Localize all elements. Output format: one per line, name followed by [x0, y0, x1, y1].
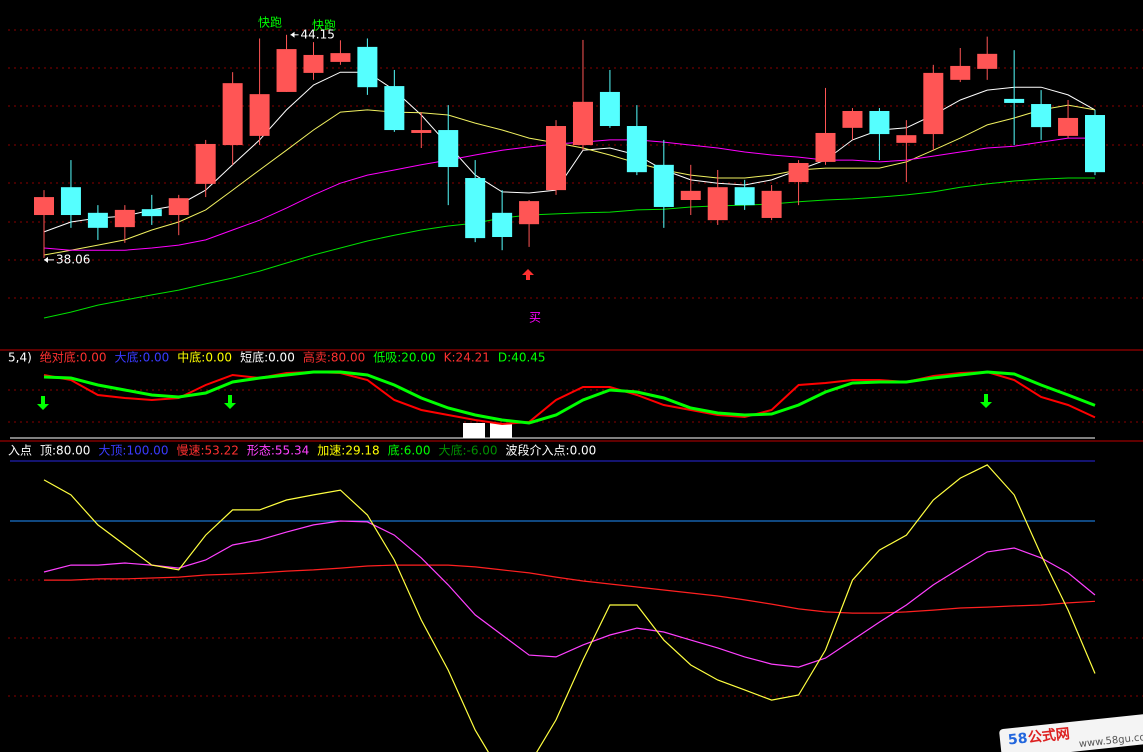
- candle-body: [680, 190, 701, 201]
- sell-arrow: [224, 395, 236, 409]
- watermark-brand: 公式网: [1027, 725, 1071, 746]
- candle-body: [788, 163, 809, 183]
- candle-body: [465, 178, 486, 239]
- watermark-number: 58: [1007, 730, 1028, 748]
- legend-entry: 慢速:53.22: [176, 444, 238, 458]
- indicator-line: [43, 370, 1096, 425]
- candle-body: [492, 212, 513, 238]
- grid: [0, 29, 1143, 697]
- indicator-line: [43, 104, 1096, 256]
- candle-body: [1004, 98, 1025, 103]
- legend-entry: 5,4): [8, 351, 32, 365]
- indicator-line: [43, 370, 1096, 426]
- legend-entry: 入点: [8, 444, 32, 458]
- sell-arrow: [37, 396, 49, 410]
- candle-body: [34, 197, 54, 216]
- candle-body: [411, 130, 432, 133]
- legend-entry: 低吸:20.00: [373, 351, 435, 365]
- candle-body: [195, 143, 216, 184]
- candle-body: [707, 187, 728, 221]
- candle-body: [626, 126, 647, 173]
- candle-body: [572, 101, 593, 146]
- legend-entry: 大底:-6.00: [438, 443, 497, 458]
- legend-entry: 形态:55.34: [247, 444, 309, 458]
- candle-body: [896, 135, 917, 143]
- candle-body: [330, 53, 351, 62]
- sell-arrow: [980, 394, 992, 408]
- watermark-bg: [999, 714, 1143, 752]
- candle-body: [276, 49, 297, 92]
- legend-entry: 中底:0.00: [177, 350, 232, 365]
- min-label: 38.06: [56, 252, 90, 266]
- indicator-line: [43, 177, 1095, 319]
- legend-entry: 底:6.00: [388, 443, 431, 458]
- panel: [34, 34, 1105, 319]
- label-arrow-head: [44, 256, 48, 263]
- legend-entry: K:24.21: [444, 351, 490, 365]
- annotation: 快跑: [312, 19, 336, 33]
- annotation: 买: [529, 311, 541, 325]
- candle-body: [546, 126, 567, 191]
- legend-entry: 绝对底:0.00: [40, 350, 107, 365]
- candle-body: [950, 65, 971, 80]
- candle-body: [734, 187, 755, 206]
- candle-body: [87, 212, 108, 228]
- panel: [10, 460, 1096, 752]
- candle-body: [977, 53, 998, 69]
- candle-body: [141, 209, 162, 217]
- candle-body: [1031, 104, 1052, 128]
- legend-entry: 高卖:80.00: [303, 350, 365, 365]
- indicator-line: [43, 137, 1095, 251]
- candle-body: [384, 86, 405, 131]
- label-arrow-head: [290, 31, 295, 38]
- candle-body: [438, 130, 459, 168]
- legend-entry: D:40.45: [498, 351, 546, 365]
- candle-body: [222, 83, 243, 146]
- candle-body: [168, 198, 189, 216]
- indicator-line: [43, 71, 1096, 233]
- indicator-line: [43, 520, 1096, 668]
- candle-body: [114, 209, 135, 228]
- candle-body: [357, 46, 378, 88]
- candle-body: [815, 132, 836, 162]
- candle-body: [923, 72, 944, 135]
- candle-body: [842, 110, 863, 128]
- panel: [43, 370, 1096, 426]
- legend-entry: 短底:0.00: [240, 350, 295, 365]
- legend-entry: 大底:0.00: [115, 350, 170, 365]
- legend-entry: 波段介入点:0.00: [506, 443, 597, 458]
- buy-arrow: [522, 269, 534, 280]
- annotation: 快跑: [258, 16, 282, 30]
- candle-body: [519, 201, 540, 225]
- legend-entry: 大顶:100.00: [98, 444, 168, 458]
- candle-body: [599, 91, 620, 127]
- candle-body: [1085, 115, 1105, 173]
- candle-body: [1058, 117, 1079, 136]
- signals: [37, 269, 992, 438]
- max-label: 44.15: [301, 27, 335, 41]
- bottom-signal: [463, 423, 485, 438]
- candle-body: [653, 164, 674, 207]
- legend-entry: 加速:29.18: [317, 444, 379, 458]
- indicator-line: [44, 564, 1096, 614]
- candle-body: [60, 187, 81, 216]
- candle-body: [869, 110, 890, 135]
- bottom-signal: [490, 423, 512, 438]
- indicator-line: [43, 464, 1096, 752]
- candle-body: [249, 94, 270, 136]
- legend-entry: 顶:80.00: [40, 444, 90, 458]
- watermark: 58 公式网 www.58gu.com: [999, 714, 1143, 752]
- candle-body: [761, 190, 782, 218]
- candle-body: [303, 54, 324, 73]
